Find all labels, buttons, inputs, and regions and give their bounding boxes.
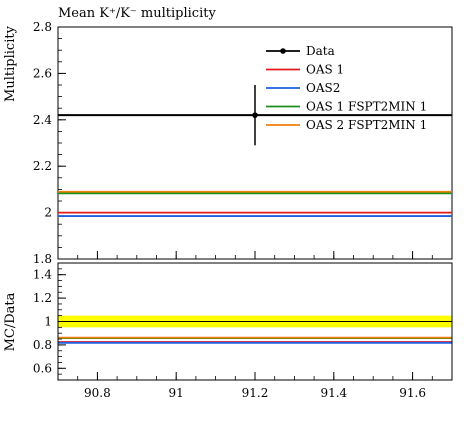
ratio-y-tick-label: 0.8 <box>33 338 52 352</box>
main-y-tick-label: 1.8 <box>33 252 52 266</box>
main-y-tick-label: 2.2 <box>33 159 52 173</box>
legend-label-oas2: OAS2 <box>306 81 340 95</box>
x-tick-label: 91.6 <box>399 386 426 400</box>
main-panel: 1.8 2 2.2 2.4 2.6 2.8 <box>33 20 453 266</box>
data-point <box>252 112 258 118</box>
x-tick-label: 90.8 <box>84 386 111 400</box>
chart-title: Mean K⁺/K⁻ multiplicity <box>58 6 216 21</box>
legend-label-data: Data <box>306 44 335 58</box>
ratio-y-tick-label: 0.6 <box>33 361 52 375</box>
main-y-tick-label: 2.4 <box>33 113 52 127</box>
x-tick-label: 91.4 <box>320 386 347 400</box>
legend-label-oas-2-fspt2min-1: OAS 2 FSPT2MIN 1 <box>306 118 427 132</box>
ratio-y-tick-label: 1.4 <box>33 268 52 282</box>
y-axis-label-ratio: MC/Data <box>3 292 18 351</box>
main-y-tick-label: 2 <box>44 206 52 220</box>
ratio-panel: 0.6 0.8 1 1.2 1.4 90.8 91 91.2 91.4 91.6 <box>33 262 453 400</box>
legend-marker-data <box>280 48 286 54</box>
x-tick-label: 91 <box>169 386 184 400</box>
ratio-y-tick-label: 1.2 <box>33 291 52 305</box>
y-axis-label-main: Multiplicity <box>3 25 18 102</box>
legend-label-oas-1-fspt2min-1: OAS 1 FSPT2MIN 1 <box>306 100 427 114</box>
main-y-tick-label: 2.8 <box>33 20 52 34</box>
legend: Data OAS 1 OAS2 OAS 1 FSPT2MIN 1 OAS 2 FSPT2… <box>266 44 427 132</box>
main-y-tick-label: 2.6 <box>33 66 52 80</box>
ratio-y-tick-label: 1 <box>44 315 52 329</box>
legend-label-oas-1: OAS 1 <box>306 63 344 77</box>
x-tick-label: 91.2 <box>242 386 269 400</box>
